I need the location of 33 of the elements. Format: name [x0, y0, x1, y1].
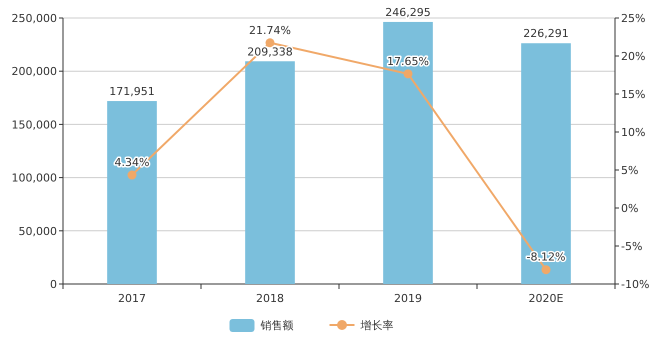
y-tick-label: 50,000 — [18, 224, 57, 238]
y2-tick-label: 5% — [621, 164, 638, 177]
y2-tick-label: 15% — [621, 88, 646, 101]
x-tick-label: 2018 — [256, 292, 284, 305]
y-tick-label: 250,000 — [12, 12, 57, 25]
data-label: 246,295 — [385, 6, 431, 19]
point — [266, 38, 274, 48]
bar — [521, 43, 571, 284]
x-tick-label: 2020E — [528, 292, 564, 305]
y-tick-label: 150,000 — [12, 118, 57, 132]
data-label: 226,291 — [523, 27, 569, 40]
bar — [383, 22, 433, 284]
point — [404, 69, 412, 78]
legend-label: 增长率 — [360, 319, 394, 332]
bar — [245, 61, 295, 284]
y2-tick-label: 25% — [621, 12, 646, 25]
y-tick-label: 200,000 — [12, 65, 57, 78]
y-tick-label: 100,000 — [12, 172, 57, 185]
y2-tick-label: 0% — [621, 202, 638, 215]
y2-tick-label: 20% — [621, 50, 646, 63]
y2-tick-label: -5% — [621, 240, 642, 253]
data-label: 21.74% — [249, 24, 291, 37]
data-label: 17.65% — [387, 54, 429, 68]
x-tick-label: 2019 — [394, 292, 422, 305]
data-label: 171,951 — [109, 85, 155, 98]
point — [542, 265, 550, 274]
legend-label: 销售额 — [260, 319, 294, 332]
bar — [107, 101, 157, 284]
y-tick-label: 0 — [50, 278, 57, 291]
point — [128, 170, 136, 180]
y2-tick-label: 10% — [621, 126, 646, 139]
x-tick-label: 2017 — [118, 292, 146, 305]
y2-tick-label: -10% — [621, 278, 650, 291]
